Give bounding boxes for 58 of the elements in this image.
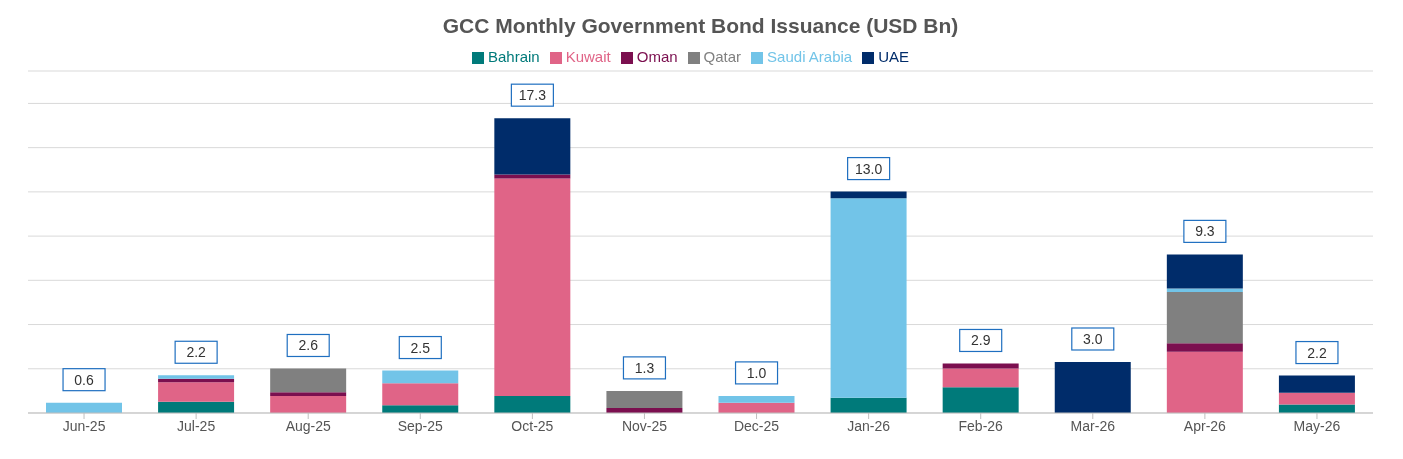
bar [1166,292,1243,344]
bar [942,368,1019,388]
legend-label: Qatar [703,48,742,65]
annotation: 2.5 [410,339,431,356]
annotation: 3.0 [1083,330,1103,347]
legend-label: Saudi Arabia [767,48,853,65]
bar [830,397,907,413]
bar [830,198,907,398]
annotation: 2.6 [298,337,319,354]
annotation: 9.3 [1195,223,1215,240]
bar [942,363,1019,369]
bar [606,390,683,408]
legend-label: Oman [636,48,678,65]
bar [270,368,347,393]
bar [270,395,347,413]
annotation: 17.3 [518,87,547,104]
x-tick-label: Dec-25 [733,417,780,434]
x-tick-label: Sep-25 [397,417,444,434]
x-tick-label: Feb-26 [958,417,1004,434]
x-tick-label: Apr-26 [1183,417,1227,434]
bar [1166,351,1243,413]
bar [1166,254,1243,289]
annotation: 0.6 [74,371,94,388]
bar [1278,392,1355,405]
annotation: 1.0 [746,364,767,381]
x-tick-label: Oct-25 [511,417,554,434]
legend-label: Bahrain [487,48,540,65]
bar [494,118,571,175]
annotation: 2.9 [970,332,991,349]
bar [1054,361,1131,413]
x-tick-label: Jul-25 [177,417,216,434]
bar [1278,375,1355,393]
bar [494,178,571,396]
bar [270,392,347,396]
x-tick-label: May-26 [1293,417,1341,434]
chart-title: GCC Monthly Government Bond Issuance (USD Bn) [441,13,960,38]
x-tick-label: Jan-26 [847,417,891,434]
bar [942,387,1019,413]
x-tick-label: Aug-25 [285,417,331,434]
bar [382,405,459,413]
bar [1278,404,1355,413]
x-tick-label: Jun-25 [62,417,106,434]
x-tick-label: Nov-25 [621,417,668,434]
bar [494,395,571,413]
annotation: 2.2 [1307,344,1327,361]
legend-label: Kuwait [565,48,611,65]
bar [382,370,459,384]
bar [1166,343,1243,352]
bar [158,382,235,402]
bar [718,395,795,403]
annotation: 2.2 [186,344,207,361]
bar [494,174,571,179]
x-tick-label: Mar-26 [1070,417,1116,434]
legend-label: UAE [878,48,910,65]
bar [158,375,235,379]
annotation: 13.0 [855,160,883,177]
annotation: 1.3 [634,359,655,376]
bar [382,383,459,406]
